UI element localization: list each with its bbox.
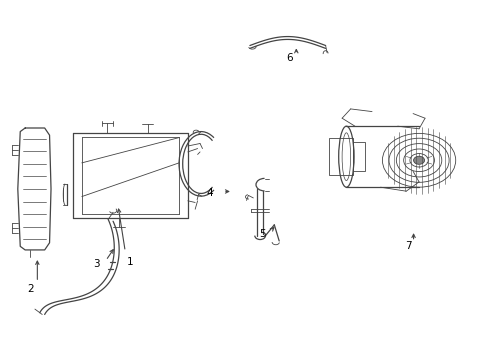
Text: 6: 6 xyxy=(287,53,293,63)
Text: 1: 1 xyxy=(127,257,133,267)
Bar xyxy=(329,138,353,175)
Text: 2: 2 xyxy=(27,284,34,294)
Circle shape xyxy=(414,156,424,164)
Text: 4: 4 xyxy=(206,188,213,198)
Text: 7: 7 xyxy=(405,241,412,251)
Text: 3: 3 xyxy=(93,259,99,269)
Text: 5: 5 xyxy=(259,229,266,239)
Bar xyxy=(353,142,365,171)
